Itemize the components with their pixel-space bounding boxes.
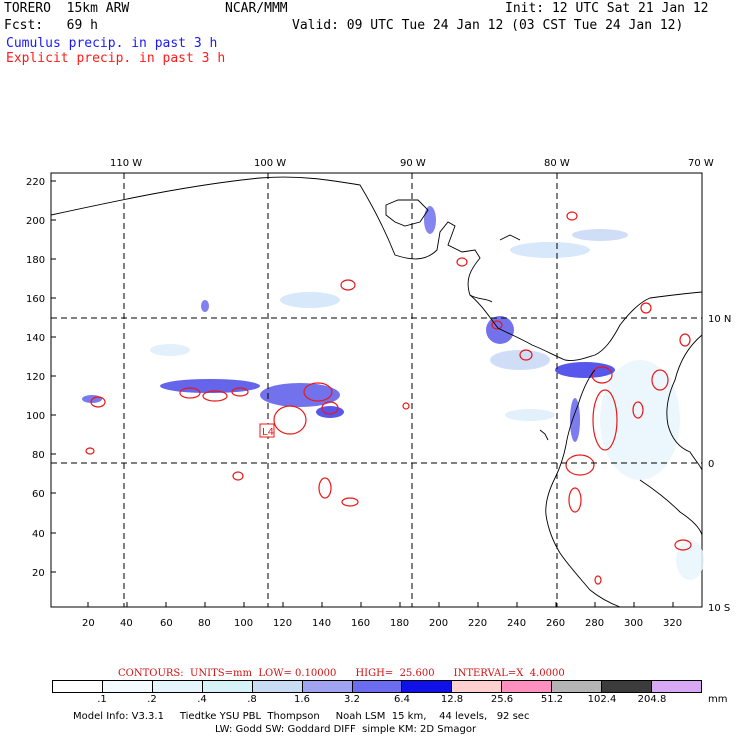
explicit-precip <box>85 211 692 585</box>
lon-label: 90 W <box>400 158 426 169</box>
legend-swatch <box>452 681 503 692</box>
x-tick: 220 <box>468 618 487 629</box>
model-info-line1: Model Info: V3.3.1 Tiedtke YSU PBL Thomp… <box>73 711 530 722</box>
x-index-labels: 20 40 60 80 100 120 140 160 180 200 220 … <box>82 618 682 629</box>
legend-swatch <box>53 681 103 692</box>
legend-swatch <box>402 681 453 692</box>
y-tick: 160 <box>26 294 45 305</box>
legend-label: .4 <box>197 694 207 705</box>
legend-label: .1 <box>97 694 107 705</box>
legend-labels: .1 .2 .4 .8 1.6 3.2 6.4 12.8 25.6 51.2 102.4 204.8 <box>52 694 702 706</box>
x-tick: 100 <box>234 618 253 629</box>
legend-swatch <box>302 681 353 692</box>
legend-label: 6.4 <box>394 694 410 705</box>
explicit-legend: Explicit precip. in past 3 h <box>6 51 226 66</box>
forecast-hour: Fcst: 69 h <box>4 18 98 33</box>
lat-lon-grid <box>51 173 702 607</box>
x-tick: 80 <box>198 618 211 629</box>
y-tick: 120 <box>26 372 45 383</box>
y-tick: 220 <box>26 177 45 188</box>
x-tick: 120 <box>273 618 292 629</box>
x-tick: 200 <box>429 618 448 629</box>
x-tick: 160 <box>351 618 370 629</box>
y-tick: 40 <box>32 529 45 540</box>
y-tick: 80 <box>32 450 45 461</box>
legend-label: 12.8 <box>440 694 464 705</box>
x-tick: 280 <box>585 618 604 629</box>
organization: NCAR/MMM <box>225 1 288 16</box>
lon-label: 110 W <box>110 158 142 169</box>
legend-swatch <box>602 681 653 692</box>
contours-info: CONTOURS: UNITS=mm LOW= 0.10000 HIGH= 25… <box>118 668 565 679</box>
y-tick: 60 <box>32 489 45 500</box>
y-tick: 20 <box>32 568 45 579</box>
legend-swatch <box>352 681 403 692</box>
legend-label: 102.4 <box>587 694 617 705</box>
x-tick: 60 <box>160 618 173 629</box>
legend-swatch <box>502 681 553 692</box>
legend-label: 3.2 <box>344 694 360 705</box>
init-time: Init: 12 UTC Sat 21 Jan 12 <box>505 1 709 16</box>
legend-unit: mm <box>708 694 728 705</box>
legend-swatch <box>152 681 203 692</box>
x-tick: 40 <box>120 618 133 629</box>
lon-label: 100 W <box>254 158 286 169</box>
x-tick: 180 <box>390 618 409 629</box>
x-tick: 260 <box>546 618 565 629</box>
lon-label: 70 W <box>688 158 714 169</box>
y-index-labels: 220 200 180 160 140 120 100 80 60 40 20 <box>26 177 45 579</box>
lat-label: 0 <box>708 459 714 470</box>
legend-label: 1.6 <box>294 694 310 705</box>
legend-swatch <box>552 681 603 692</box>
x-tick: 20 <box>82 618 95 629</box>
map-frame <box>50 172 703 608</box>
lon-label: 80 W <box>544 158 570 169</box>
lat-label: 10 N <box>708 314 731 325</box>
legend-label: .8 <box>247 694 257 705</box>
legend-swatch <box>652 681 701 692</box>
legend-label: 25.6 <box>490 694 514 705</box>
x-tick: 300 <box>624 618 643 629</box>
legend-swatch <box>202 681 253 692</box>
coastlines <box>50 176 703 608</box>
model-title: TORERO 15km ARW <box>4 1 130 16</box>
legend-swatch <box>252 681 303 692</box>
cumulus-legend: Cumulus precip. in past 3 h <box>6 36 218 51</box>
axis-ticks <box>51 180 674 607</box>
legend-label: .2 <box>147 694 157 705</box>
valid-time: Valid: 09 UTC Tue 24 Jan 12 (03 CST Tue … <box>292 18 684 33</box>
y-tick: 200 <box>26 216 45 227</box>
y-tick: 180 <box>26 255 45 266</box>
x-tick: 320 <box>663 618 682 629</box>
x-tick: 240 <box>507 618 526 629</box>
model-info-line2: LW: Godd SW: Goddard DIFF simple KM: 2D … <box>215 724 477 735</box>
legend-swatch <box>102 681 153 692</box>
y-tick: 100 <box>26 411 45 422</box>
lat-label: 10 S <box>708 603 730 614</box>
cumulus-precip <box>82 206 704 580</box>
low-marker: L4 <box>262 427 274 438</box>
x-tick: 140 <box>312 618 331 629</box>
legend-label: 51.2 <box>540 694 564 705</box>
y-tick: 140 <box>26 333 45 344</box>
color-legend <box>52 680 702 693</box>
legend-label: 204.8 <box>637 694 667 705</box>
low-marker-box <box>259 423 275 438</box>
